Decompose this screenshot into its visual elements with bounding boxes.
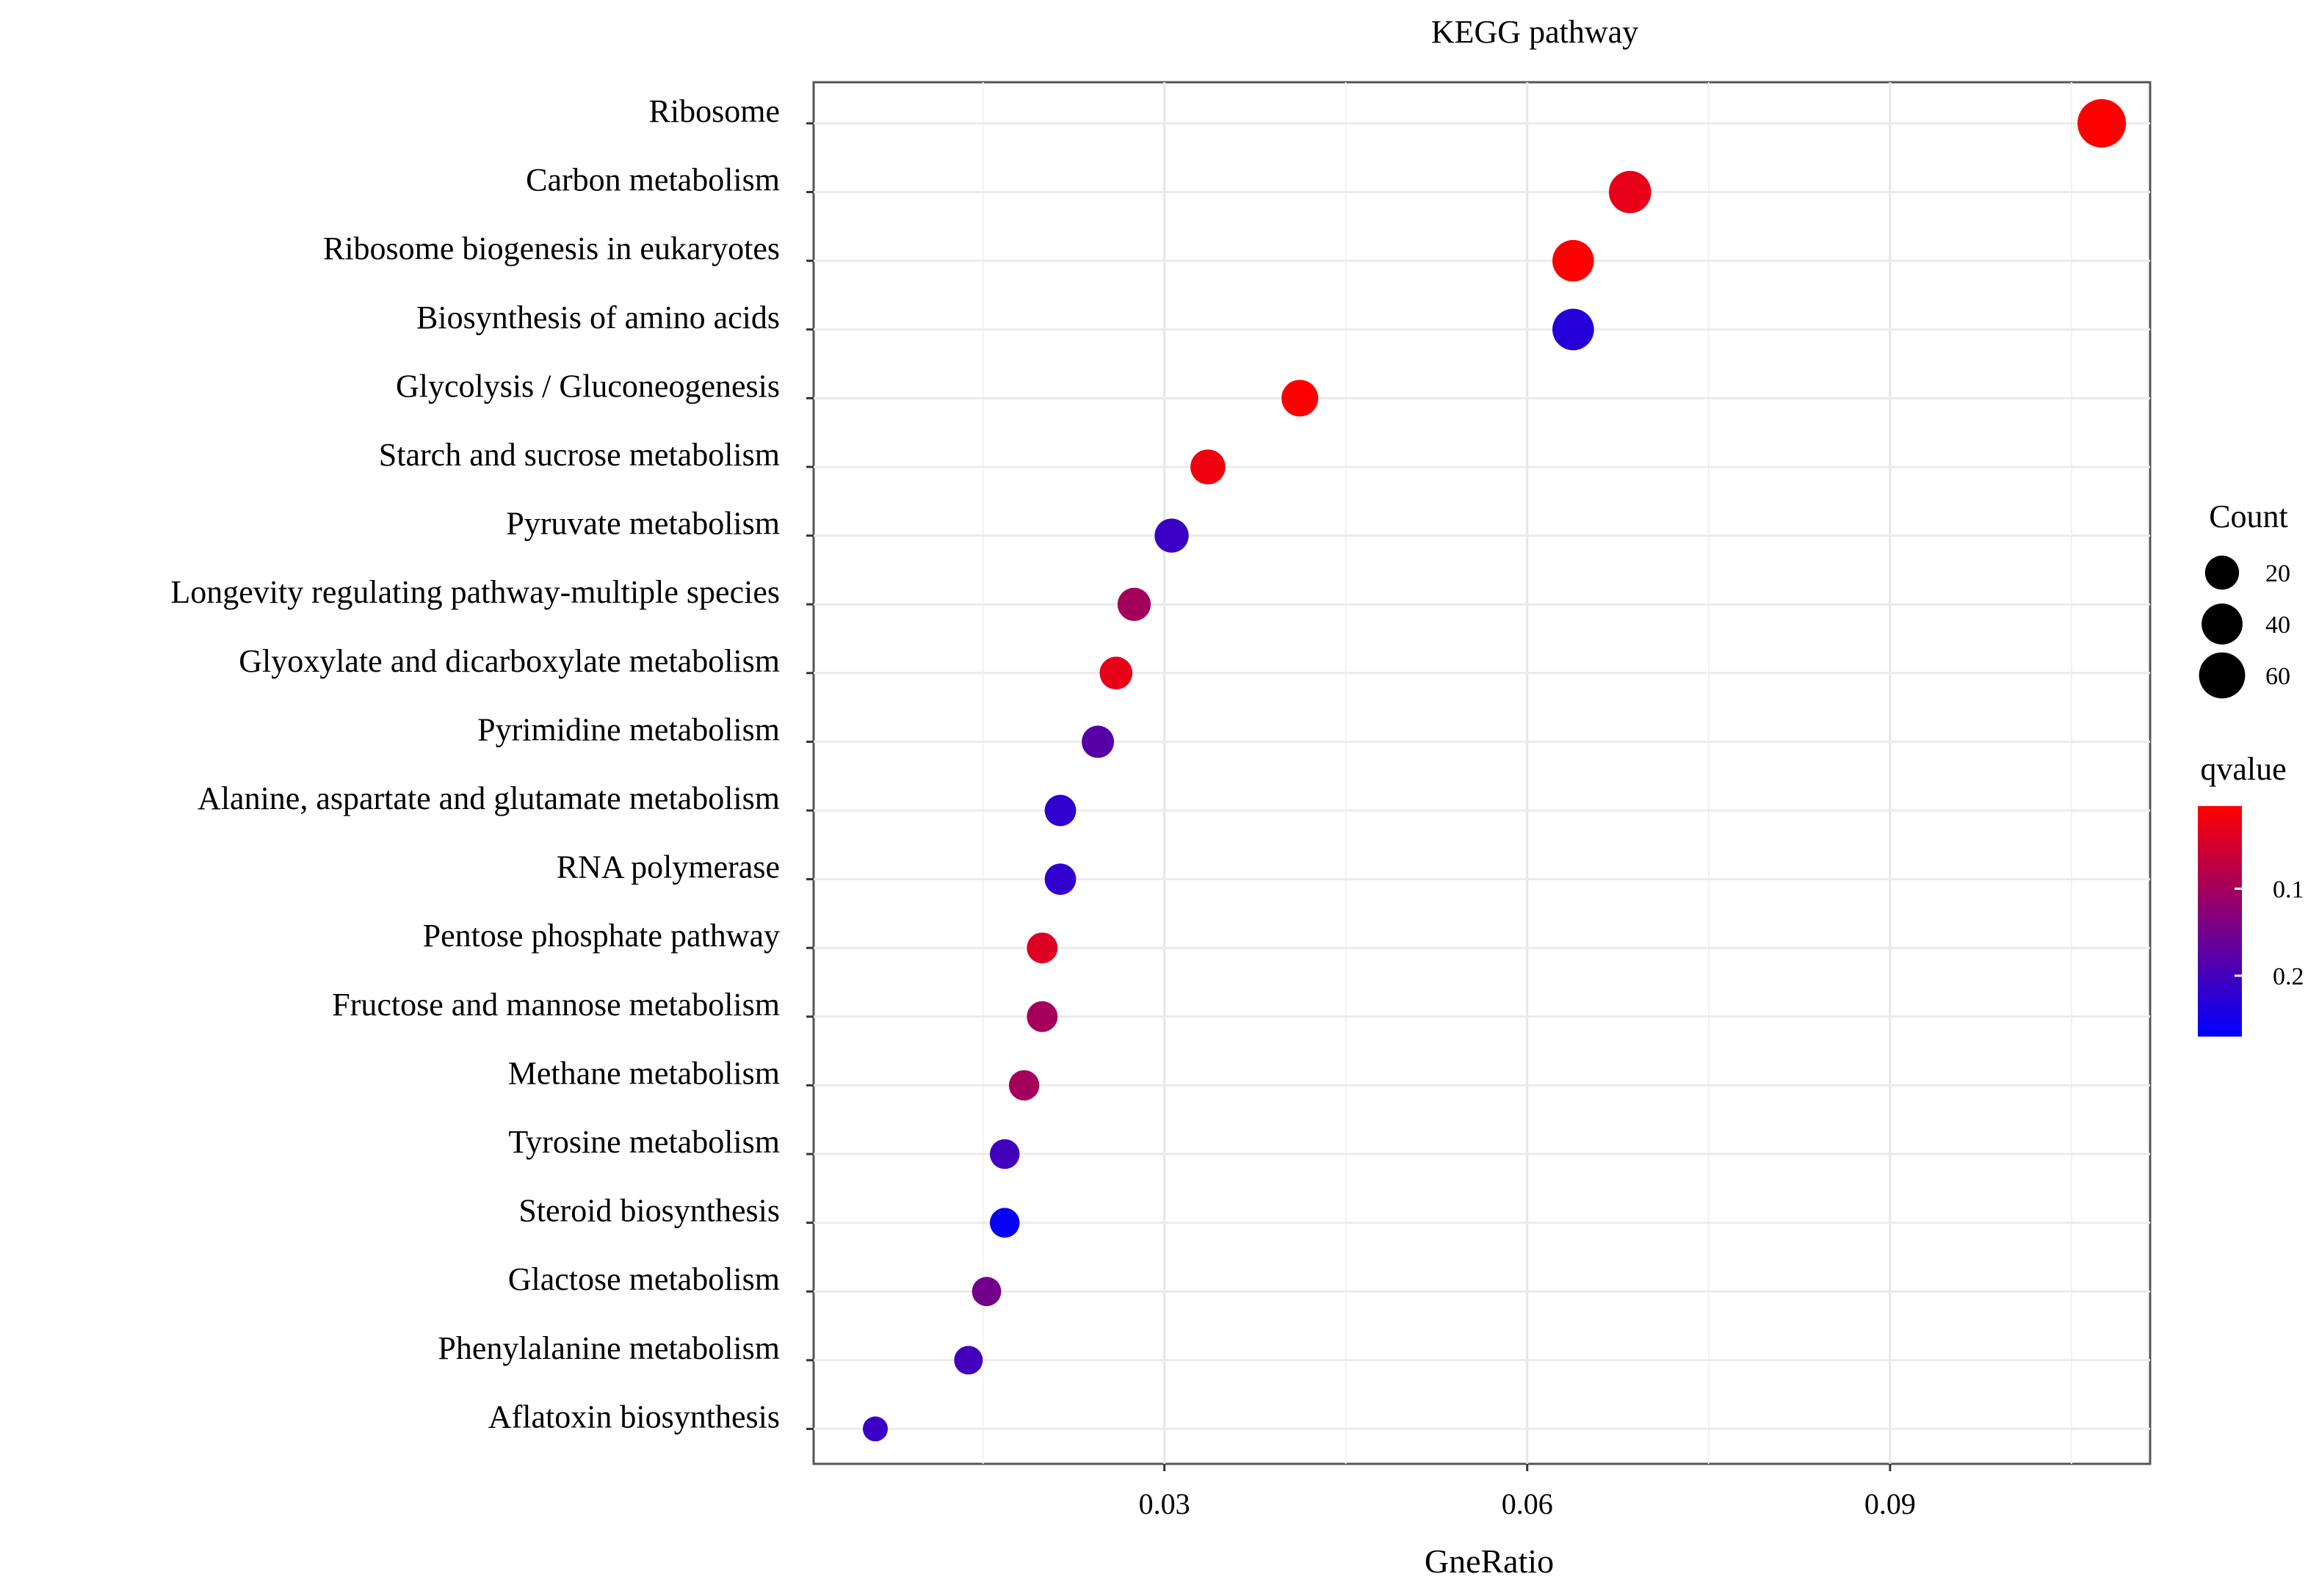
y-tick-label: Glyoxylate and dicarboxylate metabolism [239, 643, 780, 679]
colorbar-tick-label: 0.2 [2273, 963, 2304, 990]
y-tick-label: Fructose and mannose metabolism [332, 987, 780, 1023]
x-tick-label: 0.03 [1139, 1487, 1190, 1520]
data-point [1281, 380, 1319, 417]
data-point [1027, 932, 1058, 964]
y-tick-label: Phenylalanine metabolism [438, 1330, 780, 1366]
x-axis-ticks: 0.03 0.06 0.09 [1139, 1464, 1916, 1520]
data-point [863, 1416, 888, 1442]
y-tick-label: Biosynthesis of amino acids [416, 300, 780, 335]
data-point [1008, 1070, 1040, 1101]
data-point [2077, 99, 2127, 148]
plot-background [812, 81, 2152, 1465]
x-axis-title: GneRatio [1425, 1542, 1554, 1580]
chart-title: KEGG pathway [1431, 14, 1638, 50]
data-point [1552, 308, 1594, 351]
legend-count-label: 40 [2265, 612, 2290, 639]
y-tick-label: Longevity regulating pathway-multiple sp… [170, 574, 780, 610]
data-point [1552, 239, 1594, 282]
y-tick-label: Steroid biosynthesis [518, 1193, 780, 1229]
y-tick-label: Glycolysis / Gluconeogenesis [396, 368, 780, 404]
y-axis-labels: Ribosome Carbon metabolism Ribosome biogen… [170, 93, 814, 1434]
legend-count-title: Count [2209, 498, 2288, 534]
y-tick-label: Aflatoxin biosynthesis [488, 1399, 780, 1434]
data-point [1027, 1001, 1058, 1032]
legend-qvalue: qvalue 0.1 0.2 [2198, 751, 2304, 1037]
y-tick-label: Pyrimidine metabolism [477, 711, 780, 747]
legend-qvalue-title: qvalue [2200, 751, 2286, 787]
data-point [954, 1346, 983, 1375]
legend-count-label: 60 [2265, 663, 2290, 690]
x-tick-label: 0.09 [1864, 1487, 1916, 1520]
y-tick-label: Methane metabolism [508, 1055, 780, 1091]
data-point [1082, 725, 1115, 758]
legend-count-key [2202, 603, 2243, 645]
y-tick-label: Carbon metabolism [526, 162, 780, 198]
y-tick-label: Glactose metabolism [508, 1261, 780, 1297]
y-tick-label: RNA polymerase [557, 849, 780, 885]
legend-count: Count 20 40 60 [2199, 498, 2290, 699]
data-point [1117, 587, 1151, 621]
points-layer [863, 99, 2127, 1442]
plot-panel [812, 81, 2152, 1465]
legend-count-key [2204, 555, 2240, 590]
y-tick-label: Tyrosine metabolism [508, 1124, 780, 1160]
data-point [1154, 518, 1189, 553]
data-point [972, 1277, 1002, 1307]
data-point [1044, 794, 1077, 827]
data-point [1190, 449, 1226, 485]
data-point [1608, 170, 1651, 214]
data-point [989, 1139, 1020, 1169]
data-point [1044, 863, 1077, 895]
qvalue-colorbar [2198, 806, 2242, 1037]
data-point [1099, 656, 1133, 690]
y-tick-label: Ribosome [649, 93, 780, 129]
x-tick-label: 0.06 [1502, 1487, 1553, 1520]
grid-layer [814, 82, 2150, 1464]
y-tick-label: Alanine, aspartate and glutamate metabol… [198, 780, 780, 816]
legend-count-key [2199, 652, 2246, 699]
y-tick-label: Starch and sucrose metabolism [379, 437, 780, 473]
data-point [989, 1208, 1020, 1238]
legend-count-label: 20 [2265, 560, 2290, 587]
colorbar-tick-label: 0.1 [2273, 877, 2304, 904]
y-tick-label: Ribosome biogenesis in eukaryotes [323, 231, 780, 266]
y-tick-label: Pyruvate metabolism [506, 506, 780, 542]
y-tick-label: Pentose phosphate pathway [423, 918, 780, 954]
